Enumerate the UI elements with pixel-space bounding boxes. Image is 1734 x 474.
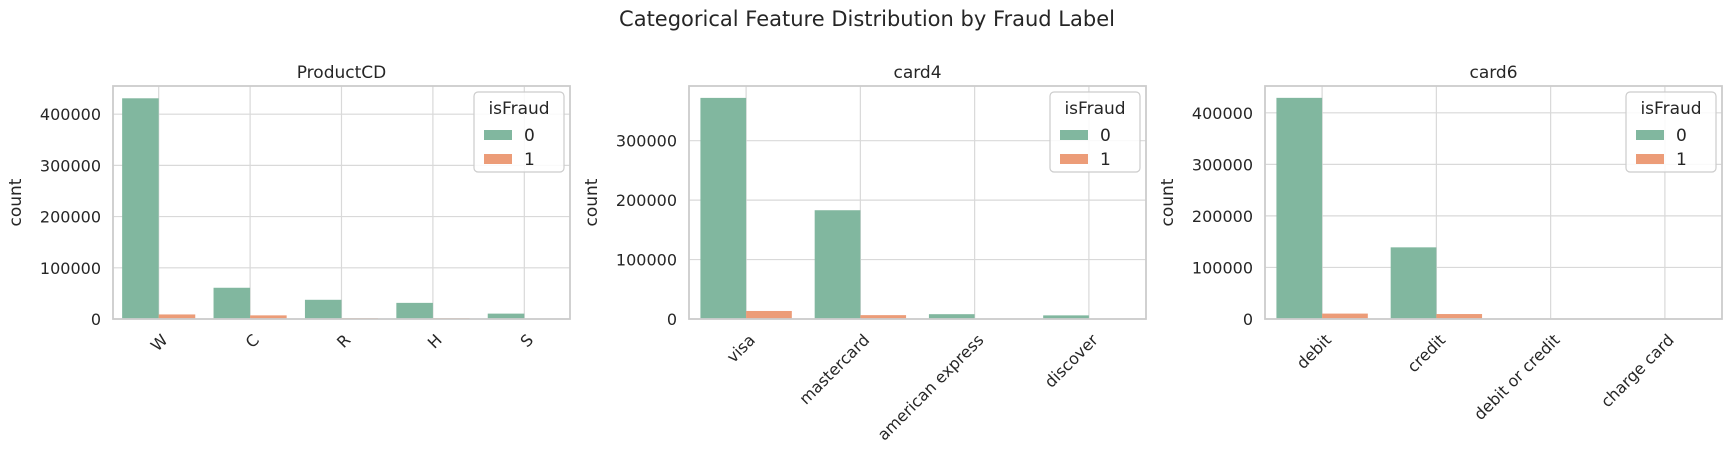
legend-label: 1 xyxy=(524,150,535,170)
legend-swatch-1 xyxy=(1636,154,1664,164)
legend-label: 0 xyxy=(1676,126,1687,146)
legend-label: 1 xyxy=(1100,150,1111,170)
legend-title: isFraud xyxy=(488,99,549,119)
x-tick-label: W xyxy=(147,330,172,355)
bar-H-isfraud-0 xyxy=(396,303,433,319)
x-tick-label: debit xyxy=(1293,330,1335,372)
x-tick-label: charge card xyxy=(1597,330,1678,411)
x-tick-label: credit xyxy=(1403,330,1449,376)
bar-W-isfraud-0 xyxy=(122,98,159,319)
bar-mastercard-isfraud-0 xyxy=(815,210,861,319)
subplot-title: card4 xyxy=(893,63,941,83)
legend-swatch-0 xyxy=(484,130,512,140)
bar-debit-isfraud-0 xyxy=(1276,98,1322,319)
bar-R-isfraud-0 xyxy=(305,300,342,319)
x-tick-label: visa xyxy=(723,330,759,366)
y-tick-label: 200000 xyxy=(40,208,101,227)
x-tick-label: american express xyxy=(874,330,988,444)
y-tick-label: 400000 xyxy=(40,105,101,124)
legend-swatch-0 xyxy=(1636,130,1664,140)
legend-label: 0 xyxy=(1100,126,1111,146)
subplot-1: ProductCD 0 100000 200000 300000 400000 count W… xyxy=(6,63,570,355)
x-tick-label: mastercard xyxy=(795,330,873,408)
bar-credit-isfraud-0 xyxy=(1391,247,1437,319)
x-tick-label: R xyxy=(333,330,354,351)
x-tick-label: C xyxy=(242,330,263,351)
y-tick-label: 100000 xyxy=(1192,258,1253,277)
subplot-3: card6 0 100000 200000 300000 400000 count debit… xyxy=(1158,63,1722,424)
bar-visa-isfraud-0 xyxy=(700,98,746,319)
y-tick-label: 0 xyxy=(667,310,677,329)
legend-swatch-1 xyxy=(484,154,512,164)
y-tick-label: 100000 xyxy=(616,251,677,270)
legend-label: 1 xyxy=(1676,150,1687,170)
legend-swatch-0 xyxy=(1060,130,1088,140)
subplot-title: card6 xyxy=(1469,63,1517,83)
legend-title: isFraud xyxy=(1640,99,1701,119)
y-axis-label: count xyxy=(6,178,26,226)
y-tick-label: 100000 xyxy=(40,259,101,278)
figure-title: Categorical Feature Distribution by Frau… xyxy=(619,7,1115,31)
subplot-2: card4 0 100000 200000 300000 count visa masterc… xyxy=(582,63,1146,444)
x-tick-label: debit or credit xyxy=(1470,330,1563,423)
subplot-title: ProductCD xyxy=(297,63,387,83)
x-tick-label: discover xyxy=(1041,330,1102,391)
x-tick-label: S xyxy=(517,330,538,351)
y-tick-label: 0 xyxy=(91,310,101,329)
y-tick-label: 300000 xyxy=(616,132,677,151)
y-tick-label: 0 xyxy=(1243,310,1253,329)
y-tick-label: 300000 xyxy=(1192,155,1253,174)
legend: isFraud 0 1 xyxy=(474,92,564,172)
y-tick-label: 300000 xyxy=(40,156,101,175)
legend: isFraud 0 1 xyxy=(1626,92,1716,172)
y-tick-label: 200000 xyxy=(1192,207,1253,226)
y-axis-label: count xyxy=(1158,178,1178,226)
y-axis-label: count xyxy=(582,178,602,226)
x-tick-label: H xyxy=(424,330,446,352)
legend: isFraud 0 1 xyxy=(1050,92,1140,172)
legend-label: 0 xyxy=(524,126,535,146)
legend-swatch-1 xyxy=(1060,154,1088,164)
bar-C-isfraud-0 xyxy=(214,288,251,319)
y-tick-label: 400000 xyxy=(1192,104,1253,123)
y-tick-label: 200000 xyxy=(616,191,677,210)
bar-visa-isfraud-1 xyxy=(746,311,792,319)
legend-title: isFraud xyxy=(1064,99,1125,119)
